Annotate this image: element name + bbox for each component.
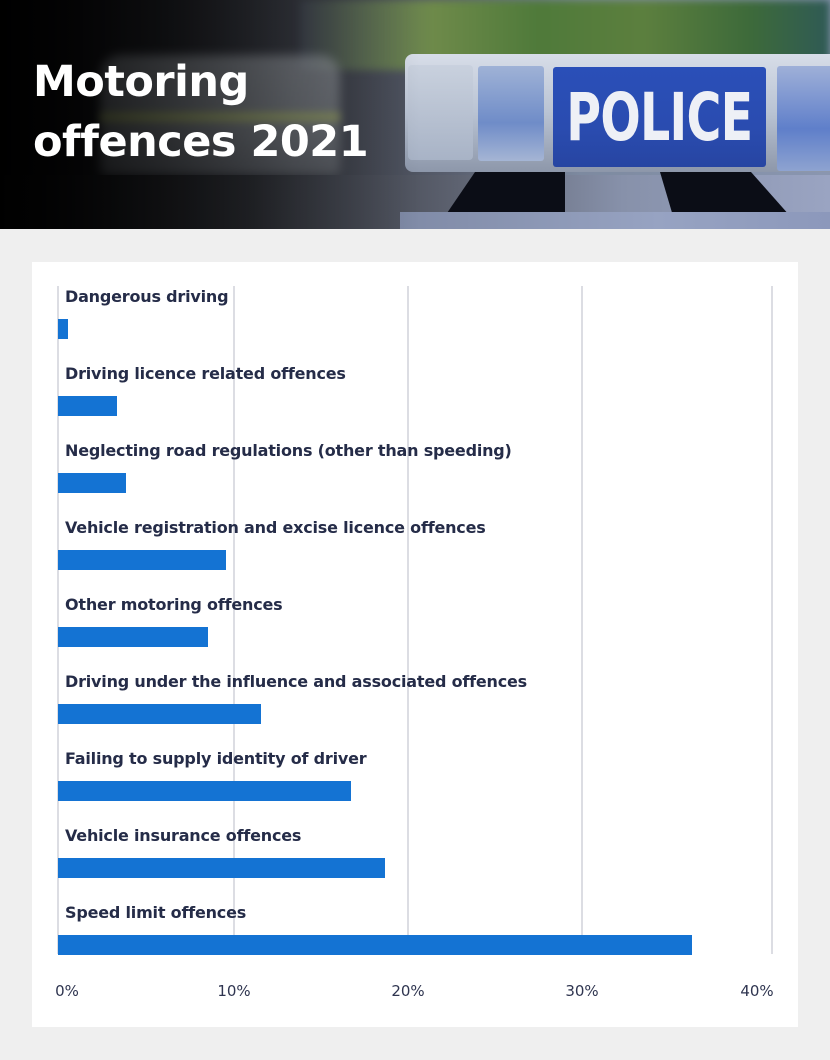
bar xyxy=(58,627,209,647)
police-sign-text: POLICE xyxy=(566,78,753,156)
x-tick-label: 30% xyxy=(565,982,599,1000)
bar-row: Driving licence related offences xyxy=(32,363,798,440)
bar xyxy=(58,473,127,493)
x-tick-label: 10% xyxy=(217,982,251,1000)
bar xyxy=(58,935,693,955)
bar-row: Driving under the influence and associat… xyxy=(32,671,798,748)
bar xyxy=(58,704,261,724)
chart-card: Dangerous driving Driving licence relate… xyxy=(32,262,798,1027)
bar-row: Speed limit offences xyxy=(32,902,798,979)
bar-row: Dangerous driving xyxy=(32,286,798,363)
bar-row: Failing to supply identity of driver xyxy=(32,748,798,825)
bar-row: Vehicle registration and excise licence … xyxy=(32,517,798,594)
bar-row: Other motoring offences xyxy=(32,594,798,671)
title-line-2: offences 2021 xyxy=(33,117,369,167)
bar-row: Neglecting road regulations (other than … xyxy=(32,440,798,517)
gridline-0 xyxy=(57,286,59,954)
bar-label: Other motoring offences xyxy=(65,595,283,614)
bar xyxy=(58,319,69,339)
bar xyxy=(58,781,352,801)
gridline-40 xyxy=(771,286,773,954)
bar-label: Dangerous driving xyxy=(65,287,229,306)
page-title: Motoring offences 2021 xyxy=(33,52,369,172)
photo-dark-overlay xyxy=(0,0,420,229)
bar-label: Driving under the influence and associat… xyxy=(65,672,528,691)
x-tick-label: 40% xyxy=(740,982,774,1000)
bar-label: Vehicle insurance offences xyxy=(65,826,302,845)
x-tick-label: 20% xyxy=(391,982,425,1000)
gridline-30 xyxy=(581,286,583,954)
lightbar-segment xyxy=(777,66,830,171)
police-sign: POLICE xyxy=(553,67,766,167)
car-roof xyxy=(400,212,830,229)
bar-chart: Dangerous driving Driving licence relate… xyxy=(32,262,798,1027)
bar-label: Driving licence related offences xyxy=(65,364,346,383)
bar xyxy=(58,858,385,878)
title-line-1: Motoring xyxy=(33,57,249,107)
bar-label: Failing to supply identity of driver xyxy=(65,749,367,768)
bar-label: Vehicle registration and excise licence … xyxy=(65,518,486,537)
bar xyxy=(58,396,118,416)
bar-label: Neglecting road regulations (other than … xyxy=(65,441,512,460)
bar xyxy=(58,550,226,570)
header-banner: POLICE Motoring offences 2021 xyxy=(0,0,830,229)
lightbar-segment xyxy=(478,66,544,161)
gridline-20 xyxy=(407,286,409,954)
x-tick-label: 0% xyxy=(55,982,79,1000)
bar-row: Vehicle insurance offences xyxy=(32,825,798,902)
gridline-10 xyxy=(233,286,235,954)
bar-label: Speed limit offences xyxy=(65,903,247,922)
